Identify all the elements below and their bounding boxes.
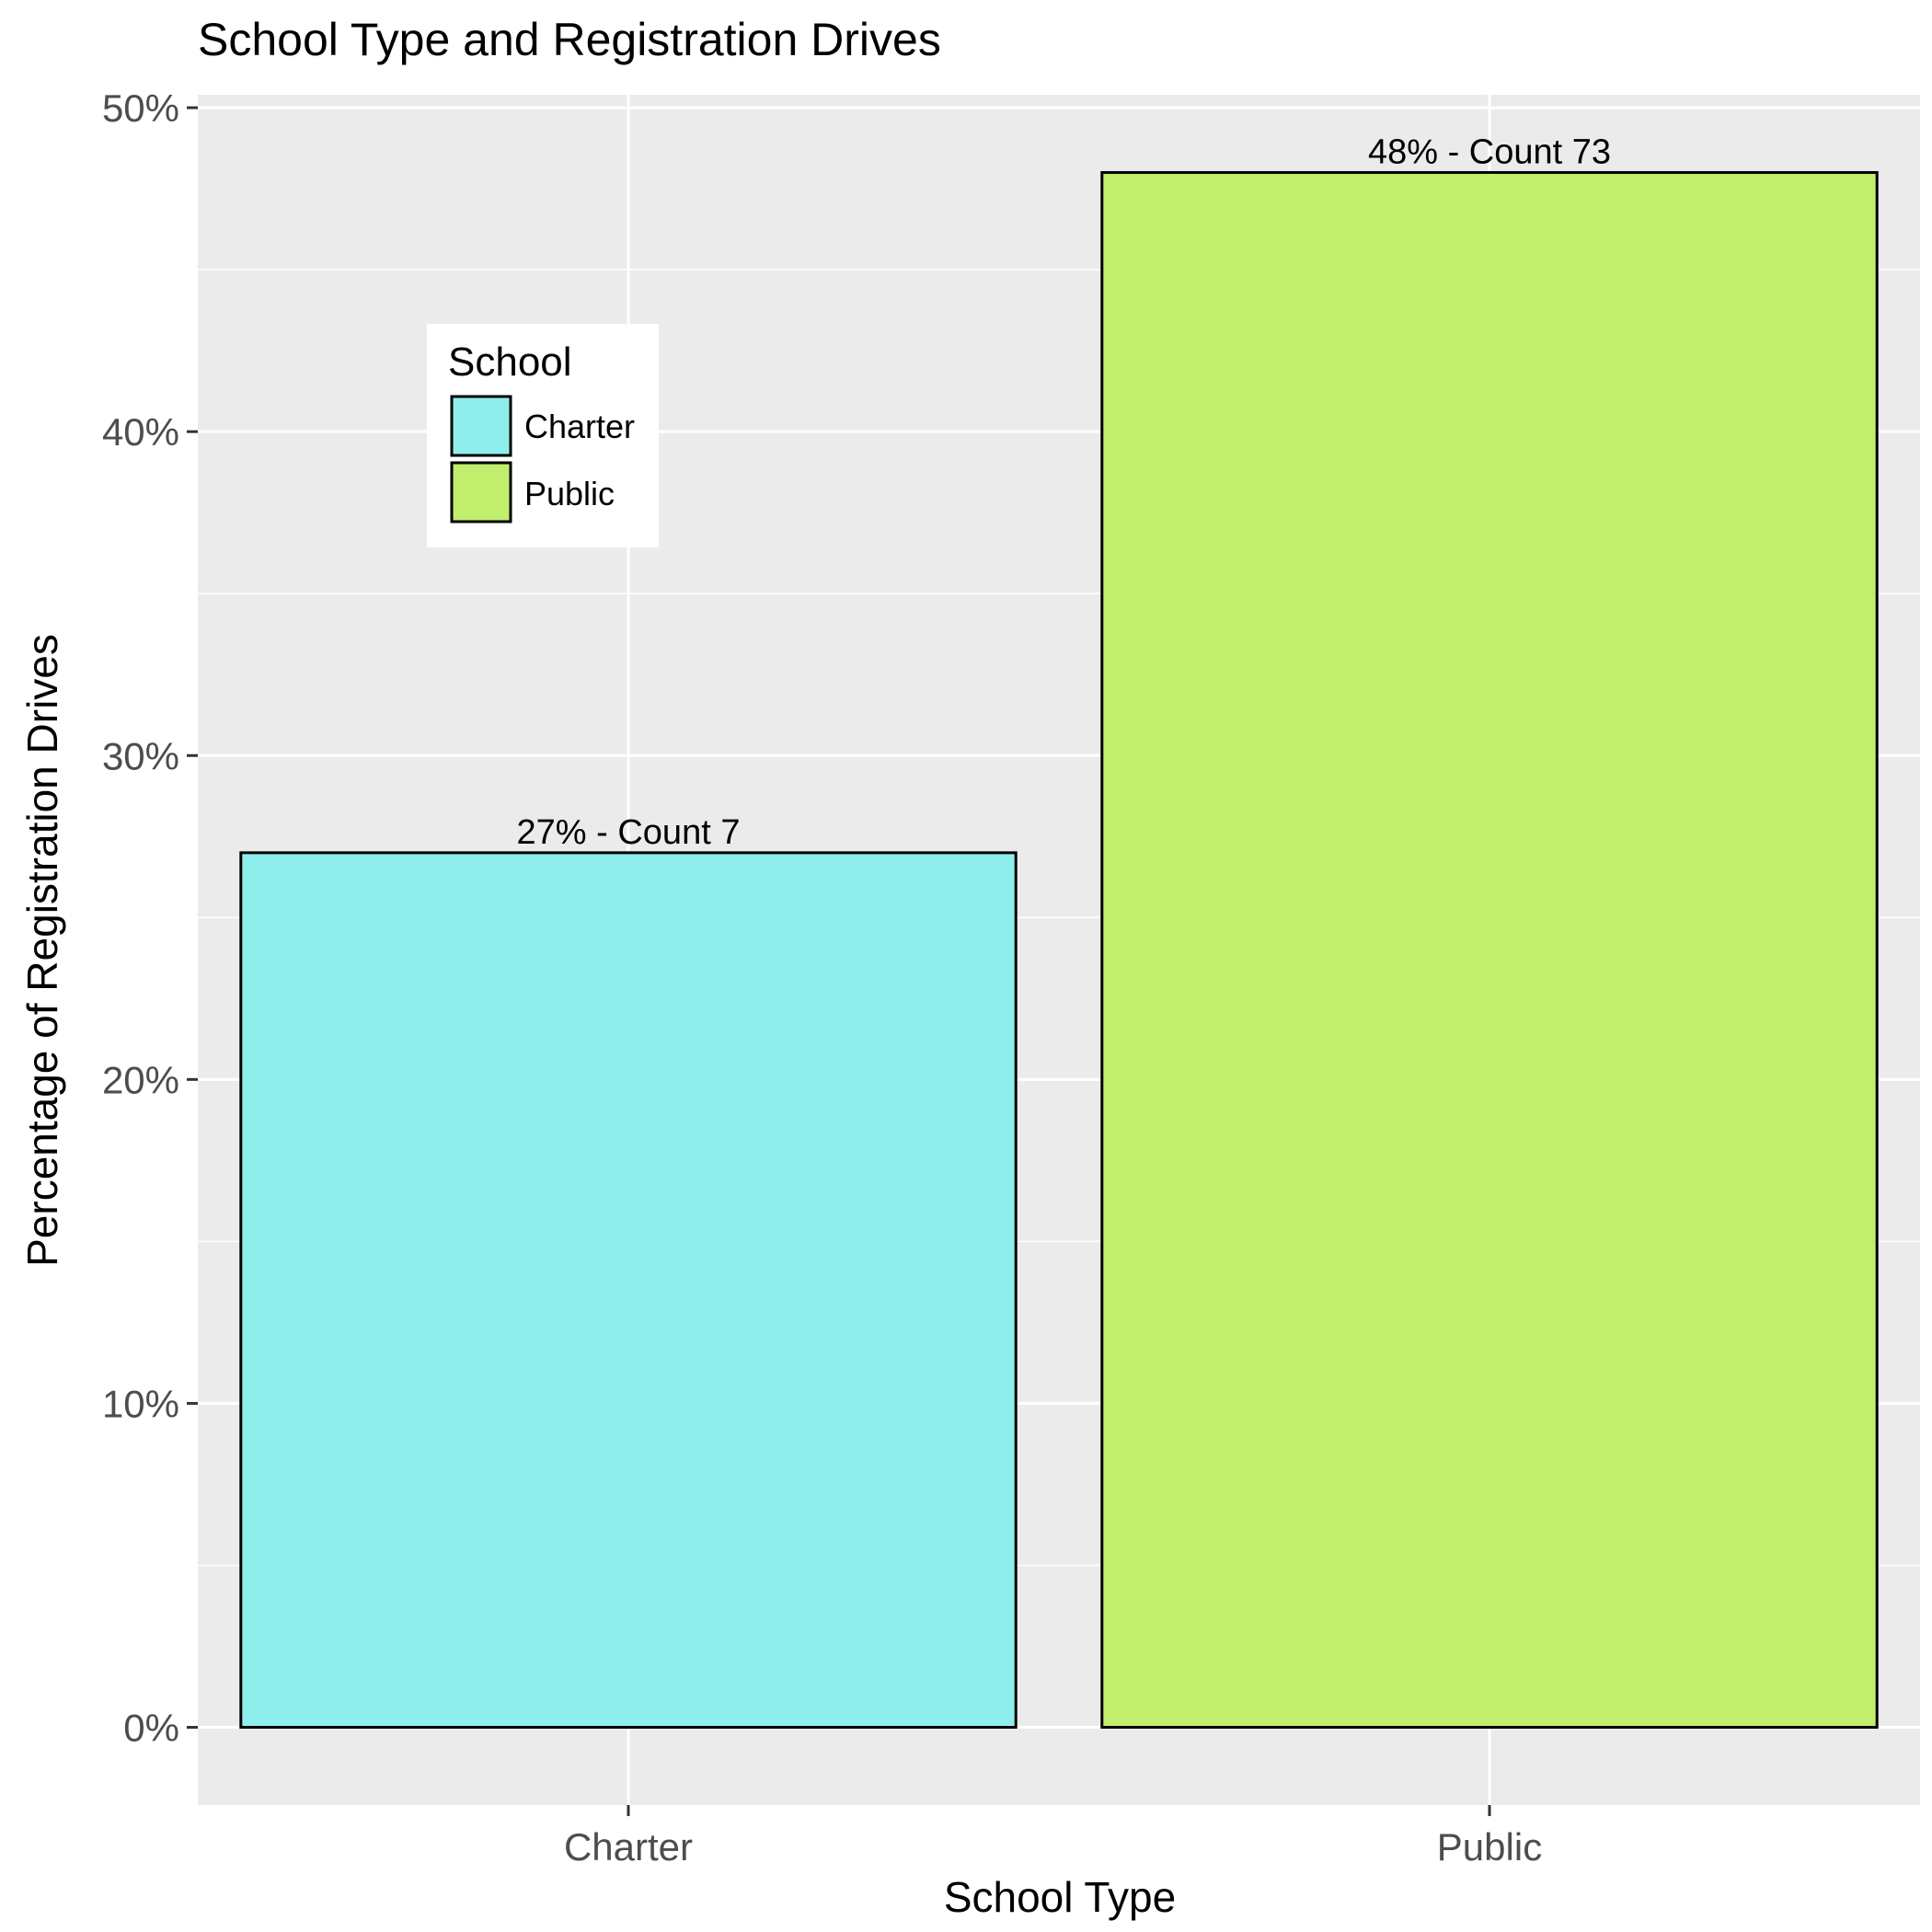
bar-public xyxy=(1100,171,1879,1729)
x-axis-title: School Type xyxy=(944,1873,1176,1921)
legend: School Charter Public xyxy=(427,324,659,547)
legend-title: School xyxy=(448,339,572,385)
y-axis-title: Percentage of Registration Drives xyxy=(18,634,66,1267)
chart-title: School Type and Registration Drives xyxy=(198,14,941,65)
legend-label-public: Public xyxy=(524,475,615,512)
y-tick-label: 30% xyxy=(102,734,179,777)
data-label-public: 48% - Count 73 xyxy=(1368,133,1611,172)
y-axis: 0% 10% 20% 30% 40% 50% xyxy=(102,86,198,1750)
x-axis: Charter Public xyxy=(564,1805,1542,1869)
y-tick-label: 20% xyxy=(102,1058,179,1101)
legend-key-charter xyxy=(450,395,512,457)
bars xyxy=(239,171,1879,1729)
x-tick-label-charter: Charter xyxy=(564,1825,693,1869)
data-labels: 27% - Count 7 48% - Count 73 xyxy=(517,133,1611,852)
bar-charter xyxy=(239,851,1018,1729)
y-tick-label: 0% xyxy=(123,1707,179,1750)
legend-key-public xyxy=(450,461,512,523)
x-tick-label-public: Public xyxy=(1437,1825,1542,1869)
legend-label-charter: Charter xyxy=(524,408,635,445)
y-tick-label: 10% xyxy=(102,1382,179,1425)
y-tick-label: 50% xyxy=(102,86,179,130)
y-tick-label: 40% xyxy=(102,410,179,454)
data-label-charter: 27% - Count 7 xyxy=(517,813,741,852)
